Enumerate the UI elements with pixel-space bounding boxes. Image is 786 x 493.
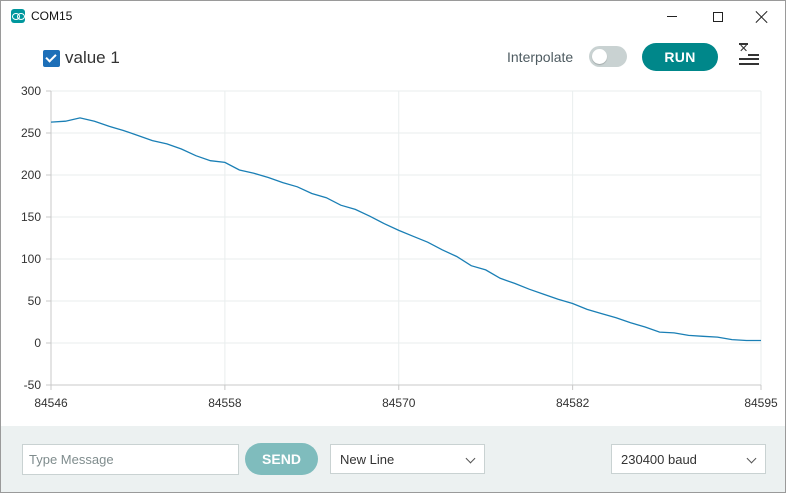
maximize-button[interactable] — [695, 1, 741, 32]
minimize-icon — [667, 16, 677, 17]
toggle-knob — [592, 49, 607, 64]
chevron-down-icon — [746, 453, 757, 464]
line-ending-value: New Line — [340, 451, 395, 467]
series-label: value 1 — [65, 48, 120, 67]
series-line-value-1 — [50, 117, 761, 342]
close-button[interactable] — [739, 1, 785, 32]
close-icon — [756, 11, 768, 23]
y-tick-label: 50 — [28, 294, 42, 308]
run-button[interactable]: RUN — [642, 43, 718, 71]
interpolate-toggle[interactable] — [589, 46, 627, 67]
line-chart: 300 250 200 150 100 50 0 -50 84546 84558 84570 8458… — [21, 84, 778, 410]
arduino-logo-icon — [11, 9, 25, 23]
y-tick-label: 250 — [21, 126, 41, 140]
baud-rate-select[interactable]: 230400 baud — [611, 444, 766, 474]
baud-rate-value: 230400 baud — [621, 451, 697, 467]
y-tick-label: 100 — [21, 252, 41, 266]
interpolate-label: Interpolate — [507, 49, 574, 65]
x-tick-label: 84570 — [382, 396, 416, 410]
window-title: COM15 — [31, 9, 73, 23]
clear-list-icon[interactable]: ✕ — [738, 43, 760, 66]
y-tick-label: 150 — [21, 210, 41, 224]
title-bar: COM15 — [1, 1, 785, 32]
bottom-bar: SEND New Line 230400 baud — [1, 426, 785, 492]
x-tick-label: 84546 — [34, 396, 68, 410]
y-tick-label: -50 — [24, 378, 42, 392]
x-tick-label: 84558 — [208, 396, 242, 410]
y-tick-label: 300 — [21, 84, 41, 98]
x-tick-label: 84582 — [556, 396, 590, 410]
maximize-icon — [713, 11, 723, 22]
line-ending-select[interactable]: New Line — [330, 444, 485, 474]
plot-area: 300 250 200 150 100 50 0 -50 84546 84558 84570 8458… — [1, 79, 785, 414]
x-tick-label: 84595 — [744, 396, 778, 410]
send-button[interactable]: SEND — [245, 443, 318, 475]
chevron-down-icon — [465, 453, 476, 464]
minimize-button[interactable] — [649, 1, 695, 32]
message-input[interactable] — [22, 444, 239, 475]
y-tick-label: 0 — [34, 336, 41, 350]
series-visibility-checkbox[interactable] — [43, 50, 60, 67]
y-tick-label: 200 — [21, 168, 41, 182]
